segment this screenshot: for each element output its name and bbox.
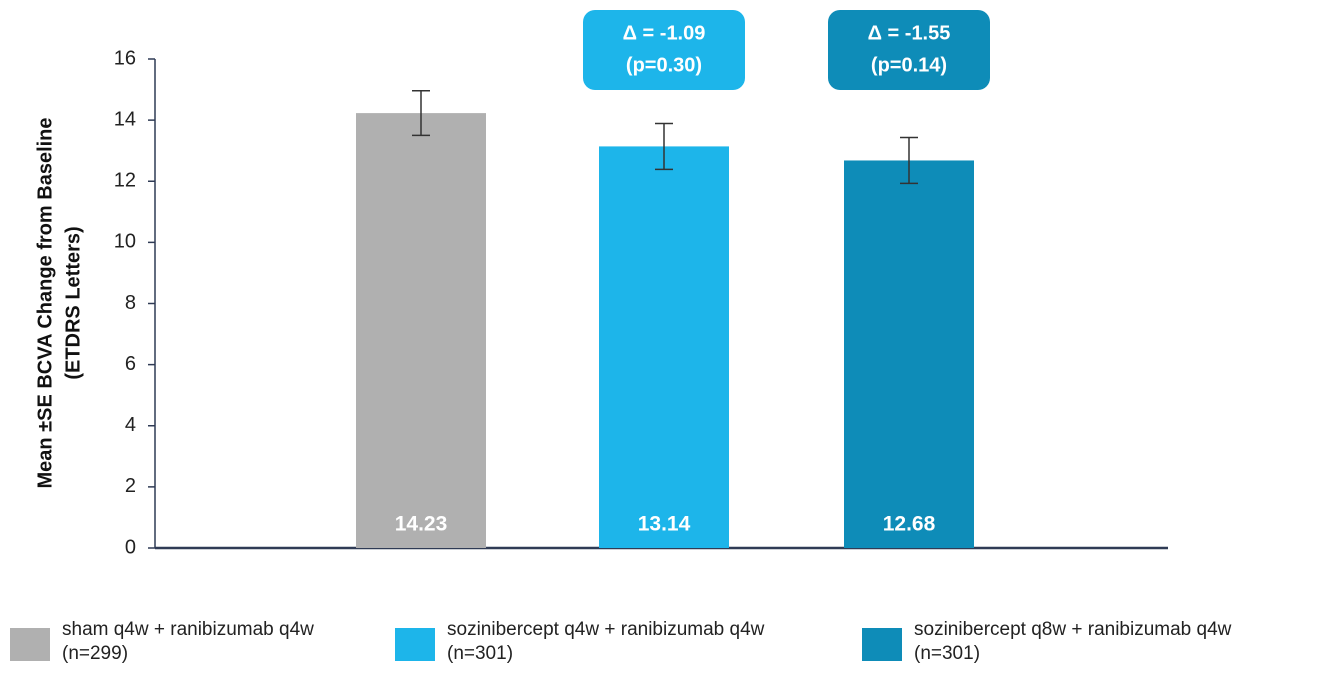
annotation: Δ = -1.55	[868, 22, 951, 44]
legend-item: sham q4w + ranibizumab q4w (n=299)	[10, 618, 314, 666]
y-tick-label: 2	[125, 475, 136, 497]
data-label: 12.68	[883, 513, 936, 536]
y-axis-label: Mean ±SE BCVA Change from Baseline	[34, 117, 56, 488]
error-bar	[412, 90, 430, 137]
bar	[356, 113, 486, 548]
y-tick-label: 16	[114, 47, 136, 69]
y-tick-label: 4	[125, 414, 136, 436]
data-label: 14.23	[395, 513, 448, 536]
legend-item: sozinibercept q4w + ranibizumab q4w (n=3…	[395, 618, 764, 666]
bar	[844, 160, 974, 548]
legend-swatch	[862, 628, 902, 661]
y-tick-label: 0	[125, 536, 136, 558]
chart: Mean ±SE BCVA Change from Baseline (ETDR…	[34, 10, 1168, 558]
y-tick-label: 12	[114, 170, 136, 192]
legend-label: sozinibercept q8w + ranibizumab q4w (n=3…	[914, 619, 1232, 664]
annotation: (p=0.14)	[871, 54, 947, 76]
legend-label: sham q4w + ranibizumab q4w (n=299)	[62, 619, 314, 664]
data-label: 13.14	[638, 513, 691, 536]
error-bar	[900, 136, 918, 185]
legend-swatch	[10, 628, 50, 661]
annotation: Δ = -1.09	[623, 22, 706, 44]
y-tick-label: 8	[125, 292, 136, 314]
legend: sham q4w + ranibizumab q4w (n=299) sozini…	[0, 618, 1323, 674]
legend-item: sozinibercept q8w + ranibizumab q4w (n=3…	[862, 618, 1231, 666]
error-bar	[655, 122, 673, 171]
bar	[599, 146, 729, 548]
y-tick-label: 6	[125, 353, 136, 375]
legend-swatch	[395, 628, 435, 661]
y-tick-label: 10	[114, 231, 136, 253]
annotation-box	[828, 10, 990, 90]
legend-label: sozinibercept q4w + ranibizumab q4w (n=3…	[447, 619, 765, 664]
y-axis-label: (ETDRS Letters)	[62, 226, 84, 379]
annotation-box	[583, 10, 745, 90]
annotation: (p=0.30)	[626, 54, 702, 76]
y-tick-label: 14	[114, 108, 136, 130]
